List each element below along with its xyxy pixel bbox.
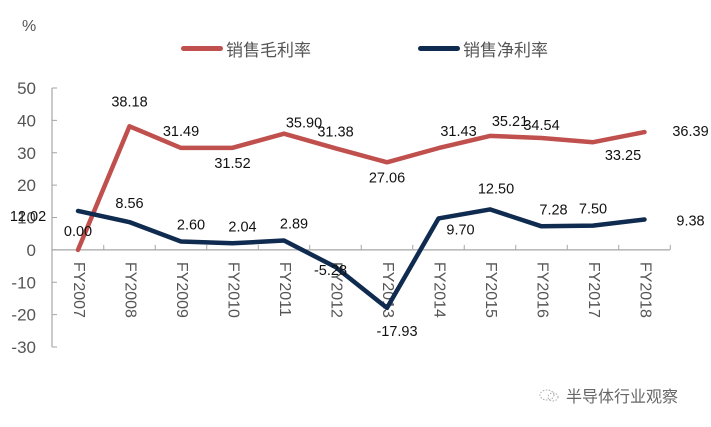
data-label: 38.18 (111, 94, 147, 110)
y-axis-unit-label: % (22, 18, 37, 35)
x-category-label: FY2017 (585, 262, 602, 318)
wechat-logo-icon (539, 389, 559, 402)
legend-swatch-gross-icon (181, 46, 223, 51)
data-label: 8.56 (115, 196, 143, 212)
data-label: 35.90 (286, 116, 322, 132)
data-label: 27.06 (369, 170, 405, 186)
y-tick-label: 10 (17, 209, 36, 228)
y-tick-label: 50 (17, 79, 36, 98)
data-label: 7.50 (579, 202, 607, 218)
legend-label-net: 销售净利率 (463, 41, 548, 60)
data-label: 2.04 (228, 219, 256, 235)
data-label: 12.50 (478, 181, 514, 197)
x-category-label: FY2014 (430, 262, 447, 318)
series-gross-margin-line (75, 124, 647, 253)
x-category-label: FY2015 (482, 262, 499, 318)
data-label: 35.21 (492, 114, 528, 130)
data-label: 9.70 (446, 222, 474, 238)
legend-item-gross-margin: 销售毛利率 (181, 36, 311, 61)
data-label: 0.00 (64, 224, 92, 240)
y-tick-label: 40 (17, 111, 36, 130)
x-category-label: FY2010 (224, 262, 241, 318)
data-label: -17.93 (376, 324, 417, 340)
legend-item-net-margin: 销售净利率 (418, 36, 548, 61)
x-category-label: FY2009 (173, 262, 190, 318)
data-label: 2.89 (280, 217, 308, 233)
legend-swatch-net-icon (418, 46, 460, 51)
data-label: 36.39 (672, 124, 708, 140)
data-label: 34.54 (523, 118, 559, 134)
y-tick-label: 30 (17, 144, 36, 163)
y-tick-label: -10 (11, 273, 36, 292)
x-category-label: FY2008 (121, 262, 138, 318)
x-category-label: FY2018 (636, 262, 653, 318)
watermark: 半导体行业观察 (538, 383, 678, 407)
x-category-label: FY2016 (533, 262, 550, 318)
data-label: 7.28 (539, 202, 567, 218)
data-label: 31.49 (163, 124, 199, 140)
data-label: 2.60 (177, 217, 205, 233)
series-net-margin-line (75, 207, 647, 311)
data-label: 31.43 (440, 124, 476, 140)
data-label: -5.28 (314, 263, 347, 279)
x-category-label: FY2012 (327, 262, 344, 318)
y-tick-label: -30 (11, 338, 36, 357)
data-label: 31.52 (214, 156, 250, 172)
data-label: 9.38 (676, 214, 704, 230)
y-tick-label: -20 (11, 306, 36, 325)
x-category-label: FY2007 (70, 262, 87, 318)
y-tick-label: 20 (17, 176, 36, 195)
watermark-text: 半导体行业观察 (566, 389, 679, 406)
x-category-label: FY2011 (276, 262, 293, 317)
data-label: 12.02 (10, 209, 46, 225)
data-label: 31.38 (317, 124, 353, 140)
data-label: 33.25 (605, 148, 641, 164)
y-tick-label: 0 (27, 241, 36, 260)
legend-label-gross: 销售毛利率 (226, 41, 311, 60)
